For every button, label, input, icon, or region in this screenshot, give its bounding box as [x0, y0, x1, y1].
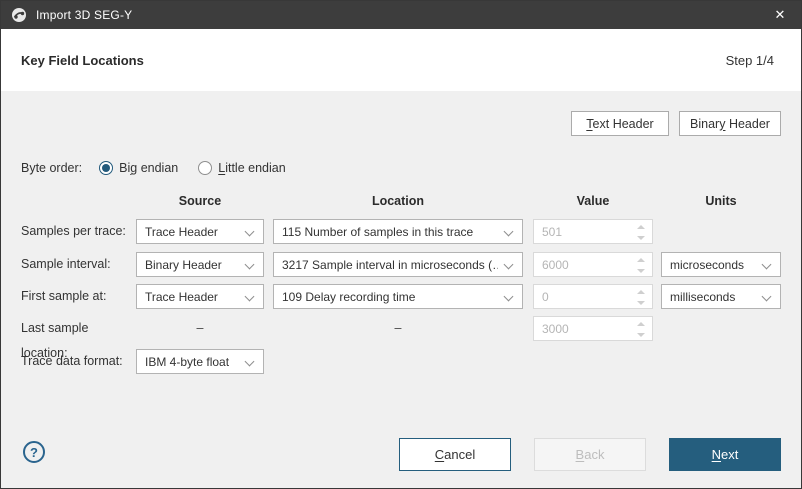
text-header-button[interactable]: Text Header — [571, 111, 669, 136]
binary-header-button[interactable]: Binary Header — [679, 111, 781, 136]
spinner-arrows-icon — [637, 322, 645, 337]
samples-source-dropdown[interactable]: Trace Header — [136, 219, 264, 244]
next-button[interactable]: Next — [669, 438, 781, 471]
step-indicator: Step 1/4 — [725, 52, 774, 68]
spinner-arrows-icon — [637, 290, 645, 305]
samples-location-dropdown[interactable]: 115 Number of samples in this trace — [273, 219, 523, 244]
last-sample-location-dash: – — [394, 321, 402, 335]
radio-unselected-icon[interactable] — [198, 161, 213, 175]
chevron-down-icon — [503, 259, 514, 270]
interval-location-dropdown[interactable]: 3217 Sample interval in microseconds (… — [273, 252, 523, 277]
byte-order-row: Byte order: Big endian Little endian — [21, 160, 306, 176]
row-label-samples-per-trace: Samples per trace: — [21, 224, 126, 238]
first-sample-location-dropdown[interactable]: 109 Delay recording time — [273, 284, 523, 309]
first-sample-value-field: 0 — [533, 284, 653, 309]
row-label-sample-interval: Sample interval: — [21, 257, 111, 271]
first-sample-source-dropdown[interactable]: Trace Header — [136, 284, 264, 309]
interval-units-dropdown[interactable]: microseconds — [661, 252, 781, 277]
chevron-down-icon — [761, 259, 772, 270]
column-header-value: Value — [576, 194, 610, 208]
row-label-trace-data-format: Trace data format: — [21, 354, 123, 368]
last-sample-source-dash: – — [196, 321, 204, 335]
chevron-down-icon — [244, 291, 255, 302]
radio-selected-icon[interactable] — [99, 161, 114, 175]
column-header-source: Source — [178, 194, 222, 208]
trace-data-format-dropdown[interactable]: IBM 4-byte float — [136, 349, 264, 374]
radio-little-endian[interactable]: Little endian — [198, 161, 286, 175]
chevron-down-icon — [503, 226, 514, 237]
chevron-down-icon — [244, 226, 255, 237]
spinner-arrows-icon — [637, 225, 645, 240]
column-header-location: Location — [371, 194, 425, 208]
chevron-down-icon — [244, 259, 255, 270]
cancel-button[interactable]: Cancel — [399, 438, 511, 471]
row-label-last-sample-location: Last sample location: — [21, 321, 89, 360]
page-title: Key Field Locations — [21, 52, 144, 68]
chevron-down-icon — [244, 356, 255, 367]
close-icon[interactable]: ✕ — [774, 7, 786, 22]
chevron-down-icon — [503, 291, 514, 302]
help-icon[interactable]: ? — [23, 441, 45, 463]
title-bar: Import 3D SEG-Y ✕ — [1, 1, 801, 29]
app-icon — [12, 8, 26, 22]
row-label-first-sample-at: First sample at: — [21, 289, 107, 303]
byte-order-label: Byte order: — [21, 161, 83, 175]
first-sample-units-dropdown[interactable]: milliseconds — [661, 284, 781, 309]
back-button[interactable]: Back — [534, 438, 646, 471]
samples-value-field: 501 — [533, 219, 653, 244]
page-header: Key Field Locations Step 1/4 — [1, 29, 801, 91]
window-title: Import 3D SEG-Y — [36, 8, 133, 22]
chevron-down-icon — [761, 291, 772, 302]
last-sample-value-field: 3000 — [533, 316, 653, 341]
interval-value-field: 6000 — [533, 252, 653, 277]
column-header-units: Units — [705, 194, 737, 208]
interval-source-dropdown[interactable]: Binary Header — [136, 252, 264, 277]
radio-big-endian[interactable]: Big endian — [99, 161, 178, 175]
spinner-arrows-icon — [637, 258, 645, 273]
